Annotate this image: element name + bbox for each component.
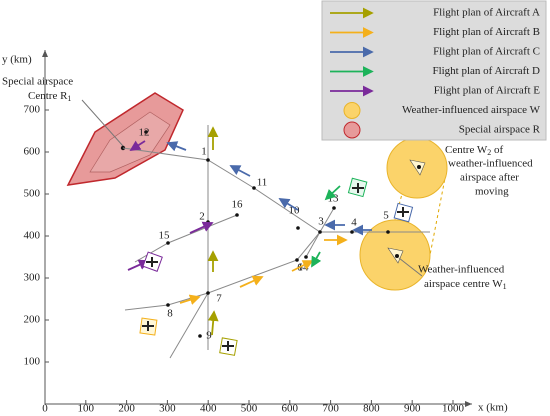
node-label: 7 (216, 293, 222, 305)
node-label: 9 (206, 330, 212, 342)
y-tick-label: 700 (24, 104, 41, 116)
x-tick-label: 600 (282, 403, 299, 415)
node (166, 303, 170, 307)
x-tick-label: 400 (200, 403, 217, 415)
leader-line (398, 257, 423, 277)
x-tick-label: 300 (159, 403, 176, 415)
node (295, 258, 299, 262)
leader-line (81, 99, 124, 147)
legend-label: Flight plan of Aircraft D (432, 65, 540, 77)
plane-icons (139, 177, 414, 356)
node-label: 10 (289, 205, 301, 217)
node-label: 15 (159, 230, 171, 242)
annotation: moving (475, 186, 509, 198)
arrow-b (291, 260, 314, 272)
node-label: 1 (201, 146, 207, 158)
annotation: airspace centre W1 (424, 278, 507, 291)
node (144, 130, 148, 134)
node (332, 206, 336, 210)
legend-label: Weather-influenced airspace W (402, 104, 541, 116)
arrow-d (324, 185, 341, 201)
node-label: 2 (199, 211, 205, 223)
legend: Flight plan of Aircraft A Flight plan of … (321, 0, 547, 141)
legend-swatch (343, 102, 361, 119)
node (252, 186, 256, 190)
x-tick-label: 100 (78, 403, 95, 415)
annotation: airspace after (460, 172, 519, 184)
x-tick-label: 700 (322, 403, 339, 415)
annotation: weather-influenced (448, 158, 533, 170)
y-tick-label: 400 (24, 230, 41, 242)
annotation: Centre R1 (28, 90, 71, 103)
node-label: 8 (167, 308, 173, 320)
x-axis-label: x (km) (478, 402, 508, 414)
arrow-d (311, 251, 322, 268)
node (304, 255, 308, 259)
annotation-sub: 1 (503, 282, 507, 291)
arrow-b (179, 294, 201, 305)
x-tick-label: 900 (404, 403, 421, 415)
arrow-e (129, 140, 146, 151)
annotation: Centre W2 of (445, 144, 504, 157)
node-label: 12 (139, 127, 150, 139)
legend-box (321, 0, 547, 141)
node (318, 230, 322, 234)
legend-label: Flight plan of Aircraft B (433, 26, 540, 38)
x-tick-label: 500 (241, 403, 258, 415)
node (296, 226, 300, 230)
annotation: Special airspace (2, 76, 73, 88)
node (206, 158, 210, 162)
y-tick-label: 200 (24, 314, 41, 326)
annotation-text: of (491, 144, 503, 156)
annotation-text: Centre R (28, 90, 68, 102)
legend-label: Flight plan of Aircraft A (433, 7, 540, 19)
legend-label: Flight plan of Aircraft E (434, 85, 541, 97)
centre-point (417, 165, 421, 169)
route (305, 231, 321, 258)
centre-point (395, 254, 399, 258)
annotation: Weather-influenced (418, 264, 505, 276)
move-line (429, 167, 448, 256)
node-label: 5 (383, 210, 389, 222)
legend-swatch (343, 121, 361, 139)
annotation-text: Centre W (445, 144, 488, 156)
arrow-a (207, 310, 219, 336)
node-label: 4 (351, 217, 357, 229)
node (235, 213, 239, 217)
arrow-b (239, 275, 264, 288)
x-tick-label: 800 (363, 403, 380, 415)
arrow-c (229, 165, 251, 177)
route (169, 231, 321, 359)
annotation-sub: 2 (487, 148, 491, 157)
annotation-text: airspace centre W (424, 278, 503, 290)
arrow-c (278, 198, 299, 211)
x-tick-label: 200 (118, 403, 135, 415)
node (350, 230, 354, 234)
node (206, 291, 210, 295)
y-axis-label: y (km) (2, 54, 32, 66)
y-tick-label: 300 (24, 272, 41, 284)
arrow-e (189, 221, 214, 234)
node (166, 241, 170, 245)
x-tick-label: 1000 (442, 403, 465, 415)
node-label: 13 (328, 193, 340, 205)
annotation-sub: 1 (67, 94, 71, 103)
y-tick-label: 100 (24, 356, 41, 368)
arrow-c (166, 141, 187, 152)
y-tick-label: 600 (24, 146, 41, 158)
node-label: 16 (232, 199, 244, 211)
y-tick-label: 500 (24, 188, 41, 200)
node-label: 11 (257, 177, 268, 189)
legend-label: Flight plan of Aircraft C (433, 46, 540, 58)
node (198, 334, 202, 338)
x-tick-label: 0 (42, 403, 48, 415)
legend-label: Special airspace R (459, 124, 541, 136)
node-label: 3 (318, 216, 324, 228)
node (386, 230, 390, 234)
